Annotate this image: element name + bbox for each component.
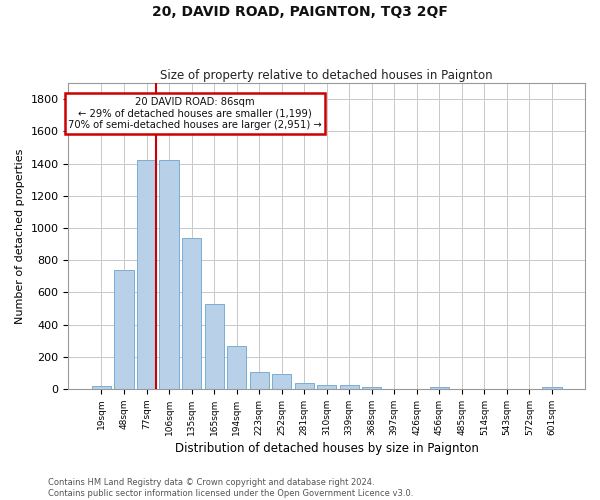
X-axis label: Distribution of detached houses by size in Paignton: Distribution of detached houses by size … [175, 442, 479, 455]
Bar [362, 386, 382, 389]
Y-axis label: Number of detached properties: Number of detached properties [15, 148, 25, 324]
Bar [137, 160, 156, 389]
Text: 20 DAVID ROAD: 86sqm
← 29% of detached houses are smaller (1,199)
70% of semi-de: 20 DAVID ROAD: 86sqm ← 29% of detached h… [68, 97, 322, 130]
Bar [115, 270, 134, 389]
Bar [295, 382, 314, 389]
Text: Contains HM Land Registry data © Crown copyright and database right 2024.
Contai: Contains HM Land Registry data © Crown c… [48, 478, 413, 498]
Bar [227, 346, 246, 389]
Bar [205, 304, 224, 389]
Bar [182, 238, 201, 389]
Text: 20, DAVID ROAD, PAIGNTON, TQ3 2QF: 20, DAVID ROAD, PAIGNTON, TQ3 2QF [152, 5, 448, 19]
Title: Size of property relative to detached houses in Paignton: Size of property relative to detached ho… [160, 69, 493, 82]
Bar [272, 374, 291, 389]
Bar [317, 385, 336, 389]
Bar [160, 160, 179, 389]
Bar [92, 386, 111, 389]
Bar [340, 385, 359, 389]
Bar [430, 386, 449, 389]
Bar [542, 386, 562, 389]
Bar [250, 372, 269, 389]
